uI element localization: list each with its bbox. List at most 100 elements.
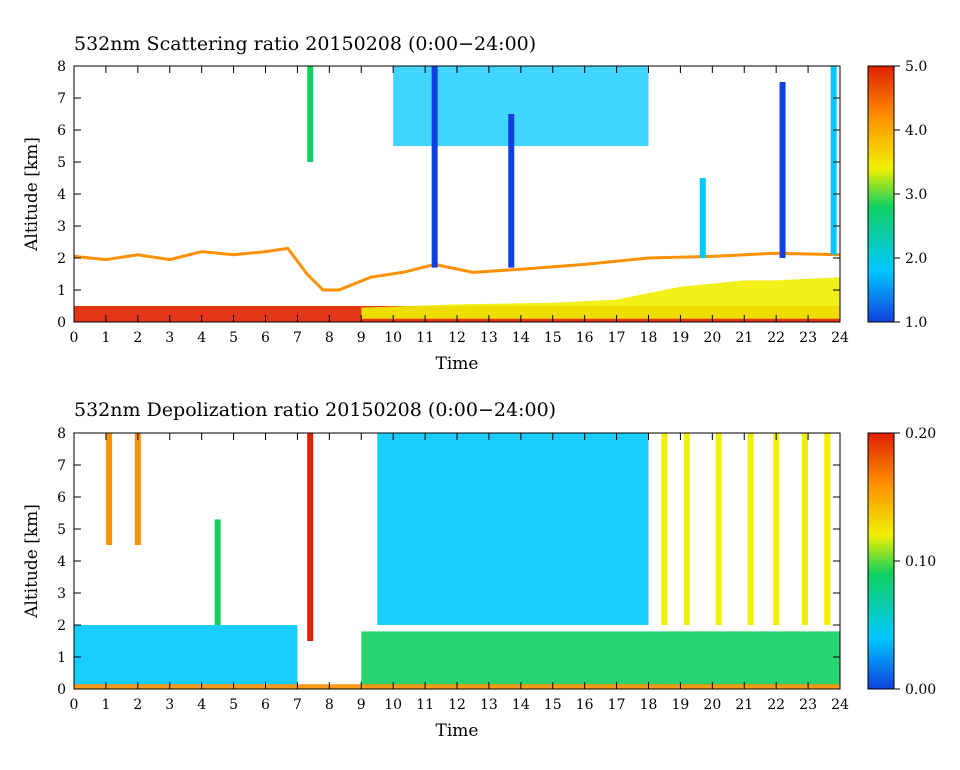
virga-streak bbox=[307, 66, 314, 162]
colorbar-tick-label: 0.20 bbox=[905, 426, 936, 442]
column bbox=[134, 433, 141, 545]
column bbox=[715, 433, 722, 625]
x-tick-label: 23 bbox=[799, 330, 817, 346]
axes: 0 1 2 3 4 5 6 7 8 9 10 11 12 13 14 15 16 17 18 19 20 21 22 23 24… bbox=[57, 426, 849, 713]
x-tick-label: 0 bbox=[70, 330, 79, 346]
x-tick-label: 2 bbox=[133, 330, 142, 346]
column bbox=[747, 433, 754, 625]
x-tick-label: 19 bbox=[672, 330, 690, 346]
colorbar: 0.00 0.10 0.20 bbox=[867, 426, 936, 698]
y-tick-label: 4 bbox=[57, 554, 66, 570]
chart-title: 532nm Scattering ratio 20150208 (0:00−24… bbox=[74, 33, 536, 55]
column bbox=[307, 433, 314, 641]
column bbox=[801, 433, 808, 625]
x-tick-label: 21 bbox=[735, 697, 753, 713]
colorbar-tick-label: 3.0 bbox=[905, 187, 927, 203]
y-tick-label: 0 bbox=[57, 315, 66, 331]
x-tick-label: 10 bbox=[384, 697, 402, 713]
virga-streak bbox=[699, 178, 706, 258]
y-tick-label: 2 bbox=[57, 251, 66, 267]
x-tick-label: 16 bbox=[576, 697, 594, 713]
y-tick-label: 0 bbox=[57, 682, 66, 698]
x-tick-label: 22 bbox=[767, 697, 785, 713]
virga-streak bbox=[830, 66, 837, 255]
y-axis-label: Altitude [km] bbox=[22, 504, 42, 619]
virga-streak bbox=[431, 66, 438, 268]
boundary-layer bbox=[361, 631, 840, 686]
x-tick-label: 19 bbox=[672, 697, 690, 713]
cloud-mass bbox=[377, 433, 649, 625]
column bbox=[824, 433, 831, 625]
x-tick-label: 6 bbox=[261, 697, 270, 713]
column bbox=[661, 433, 668, 625]
x-axis-label: Time bbox=[436, 354, 479, 374]
colorbar-tick-label: 0.00 bbox=[905, 682, 936, 698]
column bbox=[683, 433, 690, 625]
x-tick-label: 20 bbox=[703, 697, 721, 713]
y-tick-label: 1 bbox=[57, 650, 66, 666]
y-axis-label: Altitude [km] bbox=[22, 137, 42, 252]
x-tick-label: 21 bbox=[735, 330, 753, 346]
x-tick-label: 15 bbox=[544, 697, 562, 713]
x-tick-label: 18 bbox=[640, 330, 658, 346]
x-tick-label: 17 bbox=[608, 697, 626, 713]
colorbar-tick-label: 2.0 bbox=[905, 251, 927, 267]
x-tick-label: 2 bbox=[133, 697, 142, 713]
y-tick-label: 7 bbox=[57, 458, 66, 474]
x-tick-label: 7 bbox=[293, 697, 302, 713]
colorbar-ticks: 0.00 0.10 0.20 bbox=[894, 426, 936, 698]
heatmap-area bbox=[74, 433, 840, 689]
y-tick-label: 8 bbox=[57, 426, 66, 442]
colorbar: 1.0 2.0 3.0 4.0 5.0 bbox=[867, 59, 927, 331]
x-tick-label: 15 bbox=[544, 330, 562, 346]
x-tick-label: 6 bbox=[261, 330, 270, 346]
colorbar-tick-label: 5.0 bbox=[905, 59, 927, 75]
y-tick-label: 2 bbox=[57, 618, 66, 634]
column bbox=[773, 433, 780, 625]
chart-title: 532nm Depolization ratio 20150208 (0:00−… bbox=[74, 399, 556, 421]
x-tick-label: 9 bbox=[357, 330, 366, 346]
x-tick-label: 18 bbox=[640, 697, 658, 713]
column bbox=[106, 433, 113, 545]
boundary-layer bbox=[74, 625, 298, 686]
y-tick-label: 3 bbox=[57, 586, 66, 602]
virga-streak bbox=[508, 114, 515, 268]
scattering-ratio-panel: 532nm Scattering ratio 20150208 (0:00−24… bbox=[22, 33, 927, 374]
x-tick-label: 1 bbox=[101, 697, 110, 713]
axes: 0 1 2 3 4 5 6 7 8 9 10 11 12 13 14 15 16 17 18 19 20 21 22 23 24… bbox=[57, 59, 849, 346]
x-tick-label: 17 bbox=[608, 330, 626, 346]
y-tick-label: 5 bbox=[57, 522, 66, 538]
y-tick-label: 6 bbox=[57, 490, 66, 506]
x-tick-label: 16 bbox=[576, 330, 594, 346]
x-tick-label: 12 bbox=[448, 330, 466, 346]
depolarization-ratio-panel: 532nm Depolization ratio 20150208 (0:00−… bbox=[22, 399, 936, 741]
x-tick-label: 7 bbox=[293, 330, 302, 346]
x-tick-label: 11 bbox=[416, 330, 434, 346]
x-tick-label: 11 bbox=[416, 697, 434, 713]
y-tick-label: 5 bbox=[57, 155, 66, 171]
colorbar-tick-label: 4.0 bbox=[905, 123, 927, 139]
y-tick-label: 1 bbox=[57, 283, 66, 299]
x-tick-label: 13 bbox=[480, 697, 498, 713]
x-axis-label: Time bbox=[436, 721, 479, 741]
x-tick-label: 9 bbox=[357, 697, 366, 713]
x-tick-label: 22 bbox=[767, 330, 785, 346]
x-tick-label: 20 bbox=[703, 330, 721, 346]
column bbox=[214, 519, 221, 625]
y-tick-label: 7 bbox=[57, 91, 66, 107]
x-tick-label: 5 bbox=[229, 697, 238, 713]
virga-streak bbox=[779, 82, 786, 258]
x-tick-label: 14 bbox=[512, 330, 530, 346]
y-tick-label: 3 bbox=[57, 219, 66, 235]
heatmap-area bbox=[74, 66, 840, 322]
x-tick-label: 12 bbox=[448, 697, 466, 713]
colorbar-tick-label: 0.10 bbox=[905, 554, 936, 570]
x-tick-label: 8 bbox=[325, 697, 334, 713]
x-tick-label: 5 bbox=[229, 330, 238, 346]
x-tick-label: 8 bbox=[325, 330, 334, 346]
colorbar-tick-label: 1.0 bbox=[905, 315, 927, 331]
colorbar-ticks: 1.0 2.0 3.0 4.0 5.0 bbox=[894, 59, 927, 331]
x-tick-label: 10 bbox=[384, 330, 402, 346]
x-tick-label: 0 bbox=[70, 697, 79, 713]
boundary-layer-growth bbox=[361, 277, 840, 319]
